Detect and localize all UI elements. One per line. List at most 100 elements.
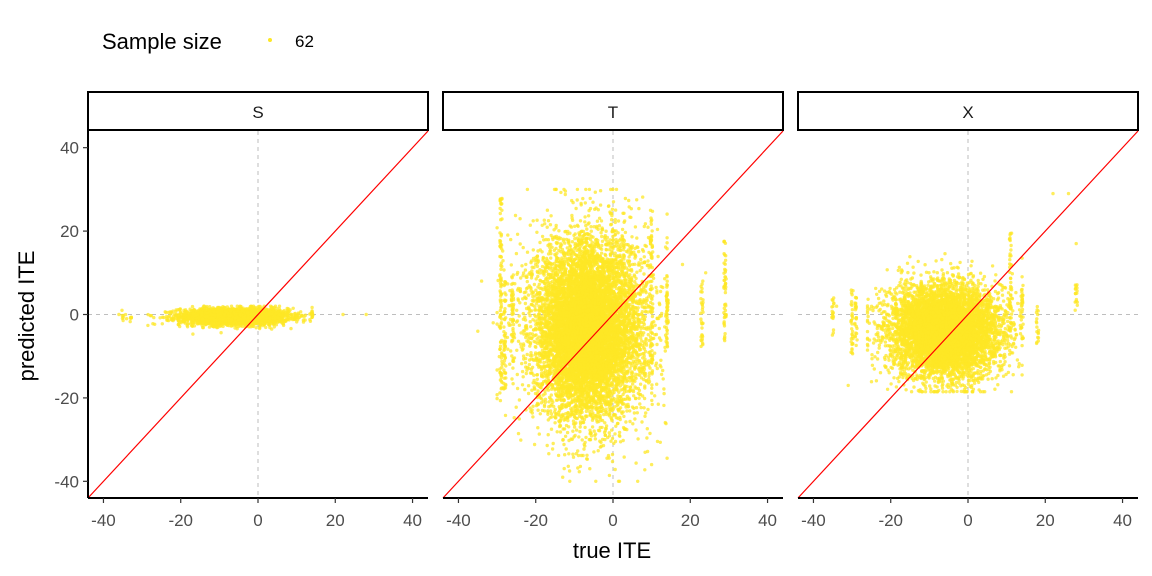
data-point — [586, 214, 591, 218]
data-point — [637, 206, 641, 211]
data-point — [238, 321, 242, 325]
data-point — [287, 309, 291, 314]
facet-strip-label: T — [608, 103, 618, 122]
legend-title: Sample size — [102, 29, 222, 54]
data-point — [547, 452, 551, 456]
data-point — [274, 323, 279, 327]
data-point — [549, 427, 554, 431]
data-point — [663, 349, 667, 353]
data-point — [293, 311, 297, 316]
data-point — [219, 306, 223, 310]
data-point — [585, 227, 589, 231]
data-point — [527, 362, 532, 367]
data-point — [519, 438, 523, 442]
data-point — [495, 226, 499, 230]
data-point — [281, 322, 286, 326]
data-point — [642, 406, 646, 410]
data-point — [512, 416, 516, 420]
data-point — [582, 447, 586, 451]
data-point — [191, 332, 195, 336]
data-point — [263, 322, 267, 326]
data-point — [598, 203, 603, 207]
data-point — [509, 349, 513, 353]
data-point — [182, 318, 186, 323]
data-point — [121, 313, 125, 318]
data-point — [129, 315, 133, 320]
data-point — [532, 282, 537, 287]
data-point — [176, 318, 180, 322]
data-point — [616, 219, 621, 223]
data-point — [538, 240, 542, 245]
data-point — [238, 313, 242, 317]
data-point — [200, 317, 205, 322]
data-point — [124, 317, 129, 321]
data-point — [510, 377, 514, 381]
data-point — [219, 331, 223, 335]
data-point — [525, 279, 529, 284]
data-point — [268, 316, 272, 321]
data-point — [551, 441, 555, 446]
data-point — [212, 318, 216, 322]
data-point — [269, 305, 274, 310]
data-point — [589, 229, 593, 233]
data-point — [622, 414, 626, 419]
data-point — [256, 319, 261, 324]
data-point — [216, 321, 221, 325]
data-point — [646, 259, 650, 263]
data-point — [177, 312, 182, 317]
data-point — [204, 322, 208, 326]
data-point — [519, 276, 523, 280]
data-point — [258, 316, 262, 321]
data-point — [218, 317, 222, 321]
data-point — [555, 430, 559, 434]
data-point — [121, 318, 125, 323]
data-point — [164, 310, 168, 315]
data-point — [598, 189, 603, 193]
facet-strip-label: S — [252, 103, 263, 122]
data-point — [637, 249, 641, 254]
data-point — [259, 320, 264, 324]
data-point — [607, 431, 611, 435]
data-point — [511, 382, 515, 386]
data-point — [310, 305, 314, 310]
data-point — [263, 308, 268, 312]
data-point — [235, 325, 239, 329]
y-tick-label: 20 — [60, 222, 79, 241]
data-point — [640, 420, 644, 424]
data-point — [169, 310, 174, 315]
data-point — [495, 393, 499, 397]
y-tick-label: -20 — [54, 389, 79, 408]
data-point — [240, 308, 245, 313]
data-point — [585, 453, 589, 457]
data-point — [249, 306, 254, 310]
data-point — [120, 308, 124, 312]
data-point — [610, 436, 615, 441]
data-point — [538, 412, 542, 416]
data-point — [554, 398, 559, 402]
data-point — [266, 323, 271, 327]
data-point — [341, 312, 345, 317]
data-point — [552, 404, 556, 409]
data-point — [600, 243, 604, 248]
data-point — [635, 270, 639, 274]
data-point — [658, 302, 662, 307]
data-point — [545, 225, 549, 229]
data-point — [185, 310, 190, 314]
legend-entry-label: 62 — [295, 32, 314, 51]
data-point — [191, 312, 195, 316]
data-point — [661, 377, 665, 381]
data-point — [249, 312, 253, 316]
data-point — [117, 312, 121, 317]
data-point — [264, 312, 268, 317]
data-point — [646, 225, 650, 229]
data-point — [613, 208, 618, 212]
data-point — [128, 319, 132, 324]
data-point — [528, 320, 532, 324]
data-point — [514, 251, 519, 256]
data-point — [174, 313, 178, 317]
data-point — [277, 312, 282, 317]
data-point — [536, 408, 540, 412]
data-point — [508, 362, 512, 366]
